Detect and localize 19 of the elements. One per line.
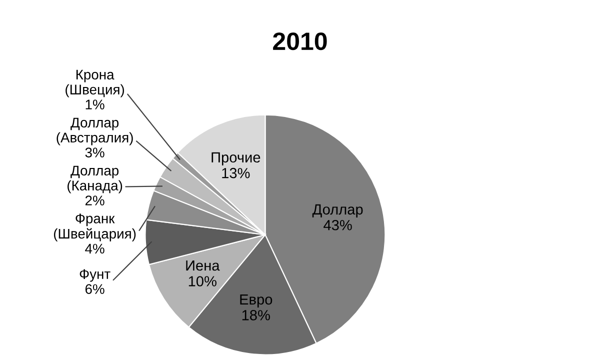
- slice-label: Франк (Швейцария): [54, 214, 136, 242]
- slice-label: Иена: [186, 260, 220, 271]
- chart-title: 2010: [273, 32, 327, 50]
- data-label: 2%: [85, 196, 104, 206]
- data-label: 10%: [188, 276, 216, 286]
- slice-label: Евро: [240, 294, 272, 308]
- slice-label: Фунт: [80, 269, 110, 282]
- data-label: 6%: [85, 284, 104, 294]
- data-label: 4%: [85, 244, 104, 254]
- data-label: 3%: [85, 148, 104, 158]
- slice-label: Прочие: [212, 152, 260, 166]
- data-label: 43%: [324, 220, 352, 230]
- data-label: 1%: [86, 100, 104, 110]
- slice-label: Доллар (Канада): [68, 166, 122, 194]
- slice-label: Доллар (Австралия): [56, 118, 133, 146]
- slice-label: Крона (Швеция): [66, 70, 124, 98]
- data-label: 13%: [222, 168, 250, 178]
- data-label: 18%: [242, 310, 270, 320]
- slice-label: Доллар: [312, 204, 363, 218]
